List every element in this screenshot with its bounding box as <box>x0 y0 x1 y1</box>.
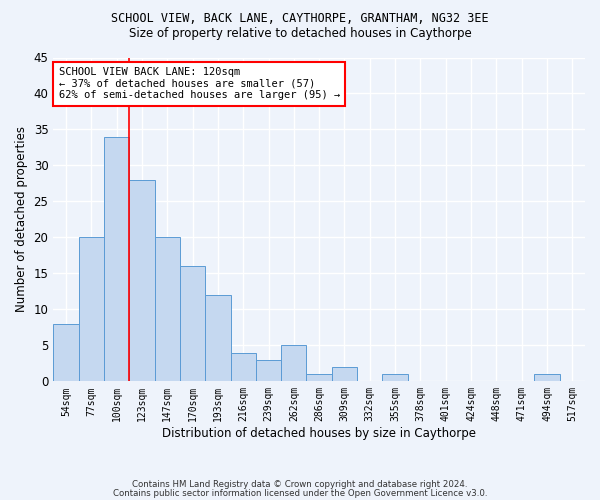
Text: SCHOOL VIEW, BACK LANE, CAYTHORPE, GRANTHAM, NG32 3EE: SCHOOL VIEW, BACK LANE, CAYTHORPE, GRANT… <box>111 12 489 26</box>
Bar <box>129 180 155 382</box>
Bar <box>256 360 281 382</box>
Y-axis label: Number of detached properties: Number of detached properties <box>15 126 28 312</box>
Bar <box>230 352 256 382</box>
Bar <box>535 374 560 382</box>
Text: Contains HM Land Registry data © Crown copyright and database right 2024.: Contains HM Land Registry data © Crown c… <box>132 480 468 489</box>
Bar <box>155 238 180 382</box>
Bar <box>307 374 332 382</box>
Bar <box>382 374 408 382</box>
Text: SCHOOL VIEW BACK LANE: 120sqm
← 37% of detached houses are smaller (57)
62% of s: SCHOOL VIEW BACK LANE: 120sqm ← 37% of d… <box>59 67 340 100</box>
Bar <box>79 238 104 382</box>
Bar <box>332 367 357 382</box>
Text: Contains public sector information licensed under the Open Government Licence v3: Contains public sector information licen… <box>113 490 487 498</box>
X-axis label: Distribution of detached houses by size in Caythorpe: Distribution of detached houses by size … <box>162 427 476 440</box>
Bar <box>205 295 230 382</box>
Bar <box>180 266 205 382</box>
Text: Size of property relative to detached houses in Caythorpe: Size of property relative to detached ho… <box>128 28 472 40</box>
Bar <box>281 346 307 382</box>
Bar <box>104 136 129 382</box>
Bar <box>53 324 79 382</box>
